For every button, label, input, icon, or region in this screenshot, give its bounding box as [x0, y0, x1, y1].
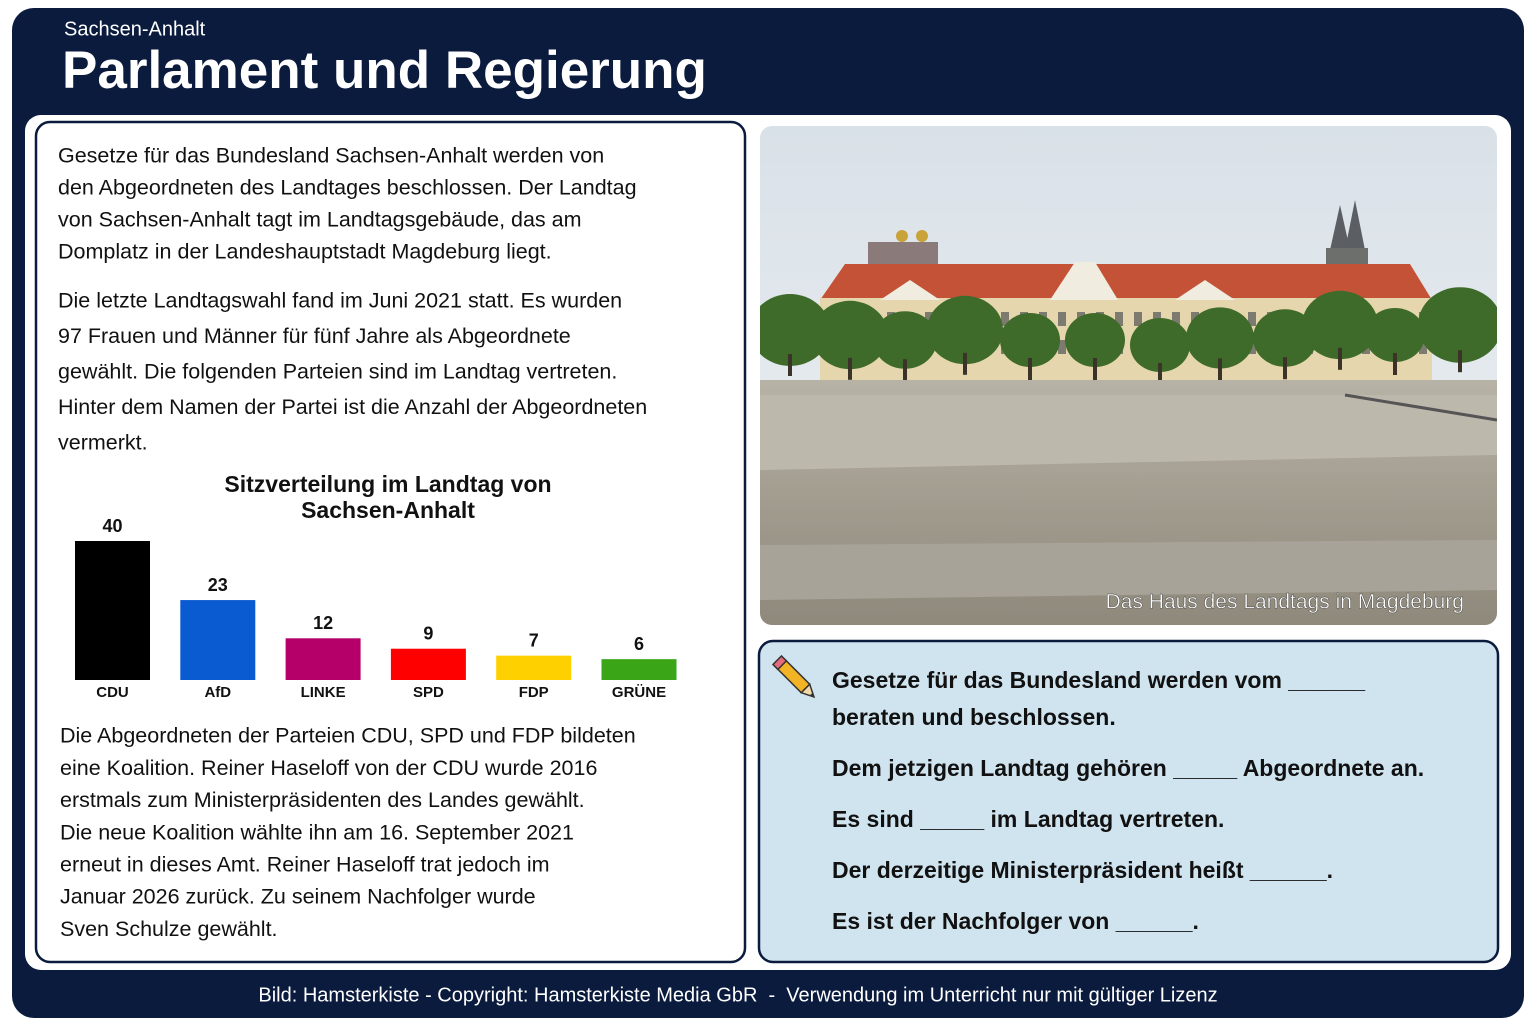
x-tick-label: SPD [413, 684, 444, 701]
tree [1065, 313, 1125, 367]
tree-trunk [848, 357, 852, 380]
window [925, 312, 933, 326]
bar [390, 648, 466, 680]
x-tick-label: AfD [204, 684, 231, 701]
tree [927, 295, 1003, 365]
bar [180, 600, 256, 680]
paragraph-line: Gesetze für das Bundesland Sachsen-Anhal… [58, 144, 604, 168]
region-label: Sachsen-Anhalt [64, 18, 206, 40]
tree [873, 311, 937, 369]
exercise-line: Der derzeitige Ministerpräsident heißt _… [832, 857, 1333, 883]
tree-trunk [1338, 347, 1342, 370]
tree-trunk [963, 352, 967, 375]
paragraph-line: den Abgeordneten des Landtages beschloss… [58, 176, 637, 200]
tree-trunk [1158, 363, 1162, 385]
window [1134, 312, 1142, 326]
x-tick-label: GRÜNE [612, 684, 666, 701]
paragraph-line: Domplatz in der Landeshauptstadt Magdebu… [58, 240, 552, 264]
exercise-line: beraten und beschlossen. [832, 704, 1116, 730]
paragraph-line: 97 Frauen und Männer für fünf Jahre als … [58, 324, 571, 348]
bar-value-label: 9 [423, 623, 433, 643]
tree [1302, 290, 1378, 360]
paragraph-line: erneut in dieses Amt. Reiner Haseloff tr… [60, 852, 550, 876]
paragraph-line: erstmals zum Ministerpräsidenten des Lan… [60, 788, 585, 812]
bar-value-label: 7 [529, 630, 539, 650]
x-tick-label: FDP [519, 684, 549, 701]
page-title: Parlament und Regierung [62, 41, 707, 100]
paragraph-line: von Sachsen-Anhalt tagt im Landtagsgebäu… [58, 208, 582, 232]
paragraph-line: vermerkt. [58, 431, 148, 455]
paragraph-line: gewählt. Die folgenden Parteien sind im … [58, 360, 617, 384]
paragraph-line: eine Koalition. Reiner Haseloff von der … [60, 756, 597, 780]
bar-chart: Sitzverteilung im Landtag vonSachsen-Anh… [75, 471, 677, 701]
exercise-line: Es ist der Nachfolger von ______. [832, 908, 1199, 934]
paragraph-line: Die Abgeordneten der Parteien CDU, SPD u… [60, 724, 636, 748]
x-tick-label: LINKE [301, 684, 346, 701]
bar [75, 541, 150, 680]
tree [1253, 309, 1317, 367]
paragraph-line: Januar 2026 zurück. Zu seinem Nachfolger… [60, 885, 536, 909]
window [1001, 312, 1009, 326]
text-panel [34, 120, 747, 964]
exercise-line: Gesetze für das Bundesland werden vom __… [832, 667, 1365, 693]
tree [1365, 308, 1425, 362]
photo-caption: Das Haus des Landtags in Magdeburg [1106, 591, 1464, 614]
paragraph-line: Hinter dem Namen der Partei ist die Anza… [58, 395, 647, 419]
paragraph-line: Sven Schulze gewählt. [60, 917, 278, 941]
pencil-icon [771, 654, 816, 699]
bar-value-label: 12 [313, 613, 333, 633]
window [1172, 312, 1180, 326]
text-column: Gesetze für das Bundesland Sachsen-Anhal… [58, 144, 647, 941]
tree [1186, 307, 1254, 369]
tree [812, 300, 888, 370]
exercise-panel [757, 639, 1500, 964]
tree-trunk [1283, 357, 1287, 380]
window [1115, 312, 1123, 326]
paragraph-line: Die letzte Landtagswahl fand im Juni 202… [58, 289, 622, 313]
footer-credit: Bild: Hamsterkiste - Copyright: Hamsterk… [258, 984, 1217, 1006]
chart-title: Sitzverteilung im Landtag von [224, 471, 551, 497]
photo [760, 126, 1497, 625]
tree-trunk [1393, 353, 1397, 375]
tree-trunk [903, 359, 907, 382]
tree-trunk [1218, 358, 1222, 381]
bar [601, 659, 677, 680]
x-tick-label: CDU [96, 684, 129, 701]
bar [496, 655, 572, 680]
window [1058, 312, 1066, 326]
tree-trunk [788, 354, 792, 376]
exercise-line: Dem jetzigen Landtag gehören _____ Abgeo… [832, 755, 1424, 781]
window [1248, 312, 1256, 326]
bar-value-label: 23 [208, 575, 228, 595]
tree [760, 294, 830, 366]
window [1058, 340, 1066, 354]
tree-trunk [1028, 358, 1032, 380]
bar-value-label: 40 [102, 516, 122, 536]
tree [1418, 287, 1497, 363]
tree [1000, 313, 1060, 367]
bar-value-label: 6 [634, 634, 644, 654]
tree-trunk [1458, 350, 1462, 373]
exercise-line: Es sind _____ im Landtag vertreten. [832, 806, 1224, 832]
tree-trunk [1093, 358, 1097, 380]
exercise-items: Gesetze für das Bundesland werden vom __… [832, 667, 1424, 934]
window [1419, 340, 1427, 354]
paragraph-line: Die neue Koalition wählte ihn am 16. Sep… [60, 820, 574, 844]
tree [1130, 318, 1190, 372]
chart-title: Sachsen-Anhalt [301, 497, 475, 523]
bar [285, 638, 361, 680]
